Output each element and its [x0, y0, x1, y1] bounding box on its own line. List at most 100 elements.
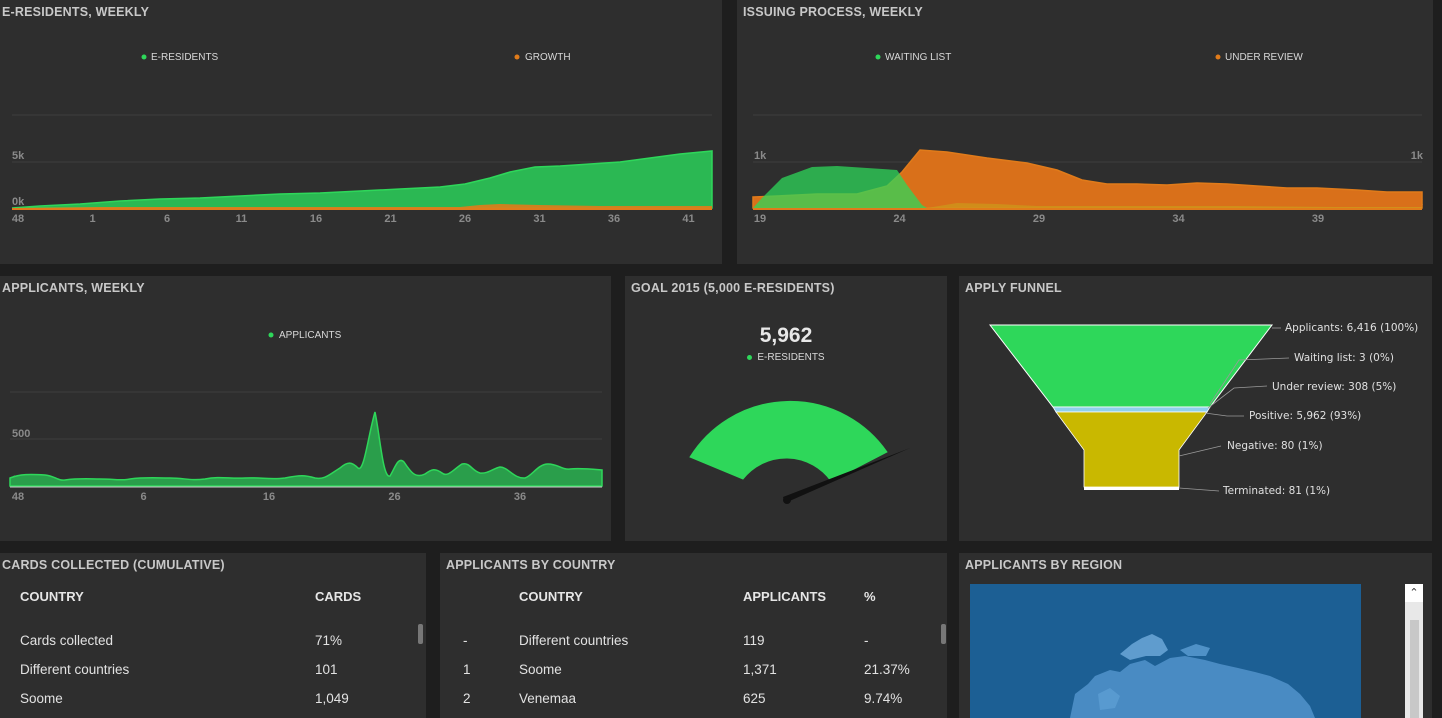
panel-title: E-RESIDENTS, WEEKLY — [2, 5, 150, 19]
x-tick: 39 — [1312, 213, 1324, 225]
connector — [1178, 487, 1220, 492]
x-tick: 6 — [140, 491, 146, 503]
series-e-residents-area — [11, 150, 713, 209]
country-table: COUNTRY APPLICANTS % - Different countri… — [462, 588, 922, 713]
funnel-label-waiting-list: Waiting list: 3 (0%) — [1294, 352, 1394, 364]
column-header-country[interactable]: COUNTRY — [20, 589, 84, 604]
table-cell: Soome — [519, 662, 562, 677]
column-header-percent[interactable]: % — [864, 589, 876, 604]
y-tick: 0k — [12, 196, 25, 208]
table-cell: 1,371 — [743, 662, 777, 677]
table-row[interactable]: Soome 1,049 — [19, 684, 399, 713]
landmass — [1098, 688, 1120, 710]
scrollbar-thumb[interactable] — [941, 624, 946, 644]
funnel-positive — [1055, 411, 1208, 488]
column-header-country[interactable]: COUNTRY — [519, 589, 583, 604]
column-header-cards[interactable]: CARDS — [315, 589, 362, 604]
column-header-applicants[interactable]: APPLICANTS — [743, 589, 827, 604]
chevron-up-icon[interactable]: ⌃ — [1405, 584, 1423, 602]
gauge-pivot — [783, 496, 791, 504]
x-axis-ticks: 48 1 6 11 16 21 26 31 36 41 — [12, 213, 695, 225]
panel-title: APPLICANTS BY COUNTRY — [446, 558, 616, 572]
table-row[interactable]: Cards collected 71% — [19, 626, 399, 655]
e-residents-panel: E-RESIDENTS, WEEKLY E-RESIDENTS GROWTH 5… — [0, 0, 722, 264]
legend-dot-waiting-list — [875, 54, 881, 60]
table-row[interactable]: 2 Venemaa 625 9.74% — [462, 684, 922, 713]
landmass — [1070, 656, 1315, 718]
legend-dot-e-residents — [141, 54, 147, 60]
funnel-label-positive: Positive: 5,962 (93%) — [1249, 410, 1361, 422]
x-tick: 26 — [388, 491, 400, 503]
x-tick: 21 — [384, 213, 396, 225]
map-land — [1070, 634, 1315, 718]
funnel-terminated — [1084, 487, 1179, 490]
panel-title: APPLY FUNNEL — [965, 281, 1062, 295]
y-tick: 500 — [12, 428, 30, 440]
x-tick: 41 — [682, 213, 694, 225]
table-cell: 71% — [315, 633, 343, 648]
panel-title: APPLICANTS, WEEKLY — [2, 281, 145, 295]
panel-title: GOAL 2015 (5,000 E-RESIDENTS) — [631, 281, 835, 295]
legend-e-residents[interactable]: E-RESIDENTS — [151, 52, 219, 63]
x-tick: 1 — [89, 213, 95, 225]
column-header-rank[interactable] — [462, 588, 518, 626]
panel-title: CARDS COLLECTED (CUMULATIVE) — [2, 558, 225, 572]
goal-gauge — [689, 400, 910, 504]
table-cell: Venemaa — [519, 691, 577, 706]
series-growth-line — [12, 204, 712, 208]
series-applicants-area — [9, 411, 603, 487]
table-cell: - — [864, 633, 869, 648]
x-tick: 26 — [459, 213, 471, 225]
x-tick: 36 — [514, 491, 526, 503]
table-cell: - — [463, 633, 468, 648]
cards-table: COUNTRY CARDS Cards collected 71% Differ… — [19, 588, 399, 713]
table-cell: Soome — [20, 691, 63, 706]
x-tick: 19 — [754, 213, 766, 225]
funnel-label-applicants: Applicants: 6,416 (100%) — [1285, 322, 1418, 334]
legend-applicants[interactable]: APPLICANTS — [279, 330, 342, 341]
table-cell: 21.37% — [864, 662, 910, 677]
table-row[interactable]: Different countries 101 — [19, 655, 399, 684]
scrollbar-thumb[interactable] — [418, 624, 423, 644]
legend-dot-growth — [514, 54, 520, 60]
table-cell: 119 — [743, 633, 765, 648]
table-cell: 2 — [463, 691, 471, 706]
connector — [1178, 445, 1222, 457]
table-cell: 101 — [315, 662, 338, 677]
table-row[interactable]: - Different countries 119 - — [462, 626, 922, 655]
landmass — [1180, 644, 1210, 656]
table-cell: 625 — [743, 691, 766, 706]
table-cell: 1,049 — [315, 691, 349, 706]
legend-growth[interactable]: GROWTH — [525, 52, 571, 63]
series-waiting-list-tail — [927, 203, 1422, 208]
legend-dot-applicants — [268, 332, 274, 338]
x-axis-ticks: 19 24 29 34 39 — [754, 213, 1324, 225]
table-cell: Different countries — [20, 662, 130, 677]
x-tick: 48 — [12, 213, 24, 225]
gauge-arc — [689, 400, 888, 482]
x-tick: 16 — [310, 213, 322, 225]
table-row[interactable]: 1 Soome 1,371 21.37% — [462, 655, 922, 684]
y-tick-left: 1k — [754, 150, 767, 162]
table-header-row: COUNTRY APPLICANTS % — [462, 588, 922, 626]
x-tick: 48 — [12, 491, 24, 503]
connector — [1204, 412, 1244, 417]
x-tick: 31 — [533, 213, 545, 225]
y-tick: 5k — [12, 150, 25, 162]
legend-waiting-list[interactable]: WAITING LIST — [885, 52, 951, 63]
panel-title: APPLICANTS BY REGION — [965, 558, 1123, 572]
scrollbar-track[interactable] — [1410, 620, 1419, 718]
table-cell: 1 — [463, 662, 471, 677]
x-tick: 24 — [893, 213, 906, 225]
goal-legend: E-RESIDENTS — [625, 352, 947, 363]
region-map[interactable] — [970, 584, 1361, 718]
x-tick: 36 — [608, 213, 620, 225]
legend-under-review[interactable]: UNDER REVIEW — [1225, 52, 1303, 63]
map-scrollbar[interactable]: ⌃ — [1405, 584, 1423, 718]
funnel-connectors — [1178, 327, 1290, 492]
applicants-by-region-panel: APPLICANTS BY REGION ⌃ — [959, 553, 1432, 718]
issuing-panel: ISSUING PROCESS, WEEKLY WAITING LIST UND… — [737, 0, 1433, 264]
issuing-chart: WAITING LIST UNDER REVIEW 1k 0k 1k 0k 19… — [752, 52, 1424, 225]
connector — [1209, 357, 1290, 405]
x-axis-ticks: 48 6 16 26 36 — [12, 491, 526, 503]
